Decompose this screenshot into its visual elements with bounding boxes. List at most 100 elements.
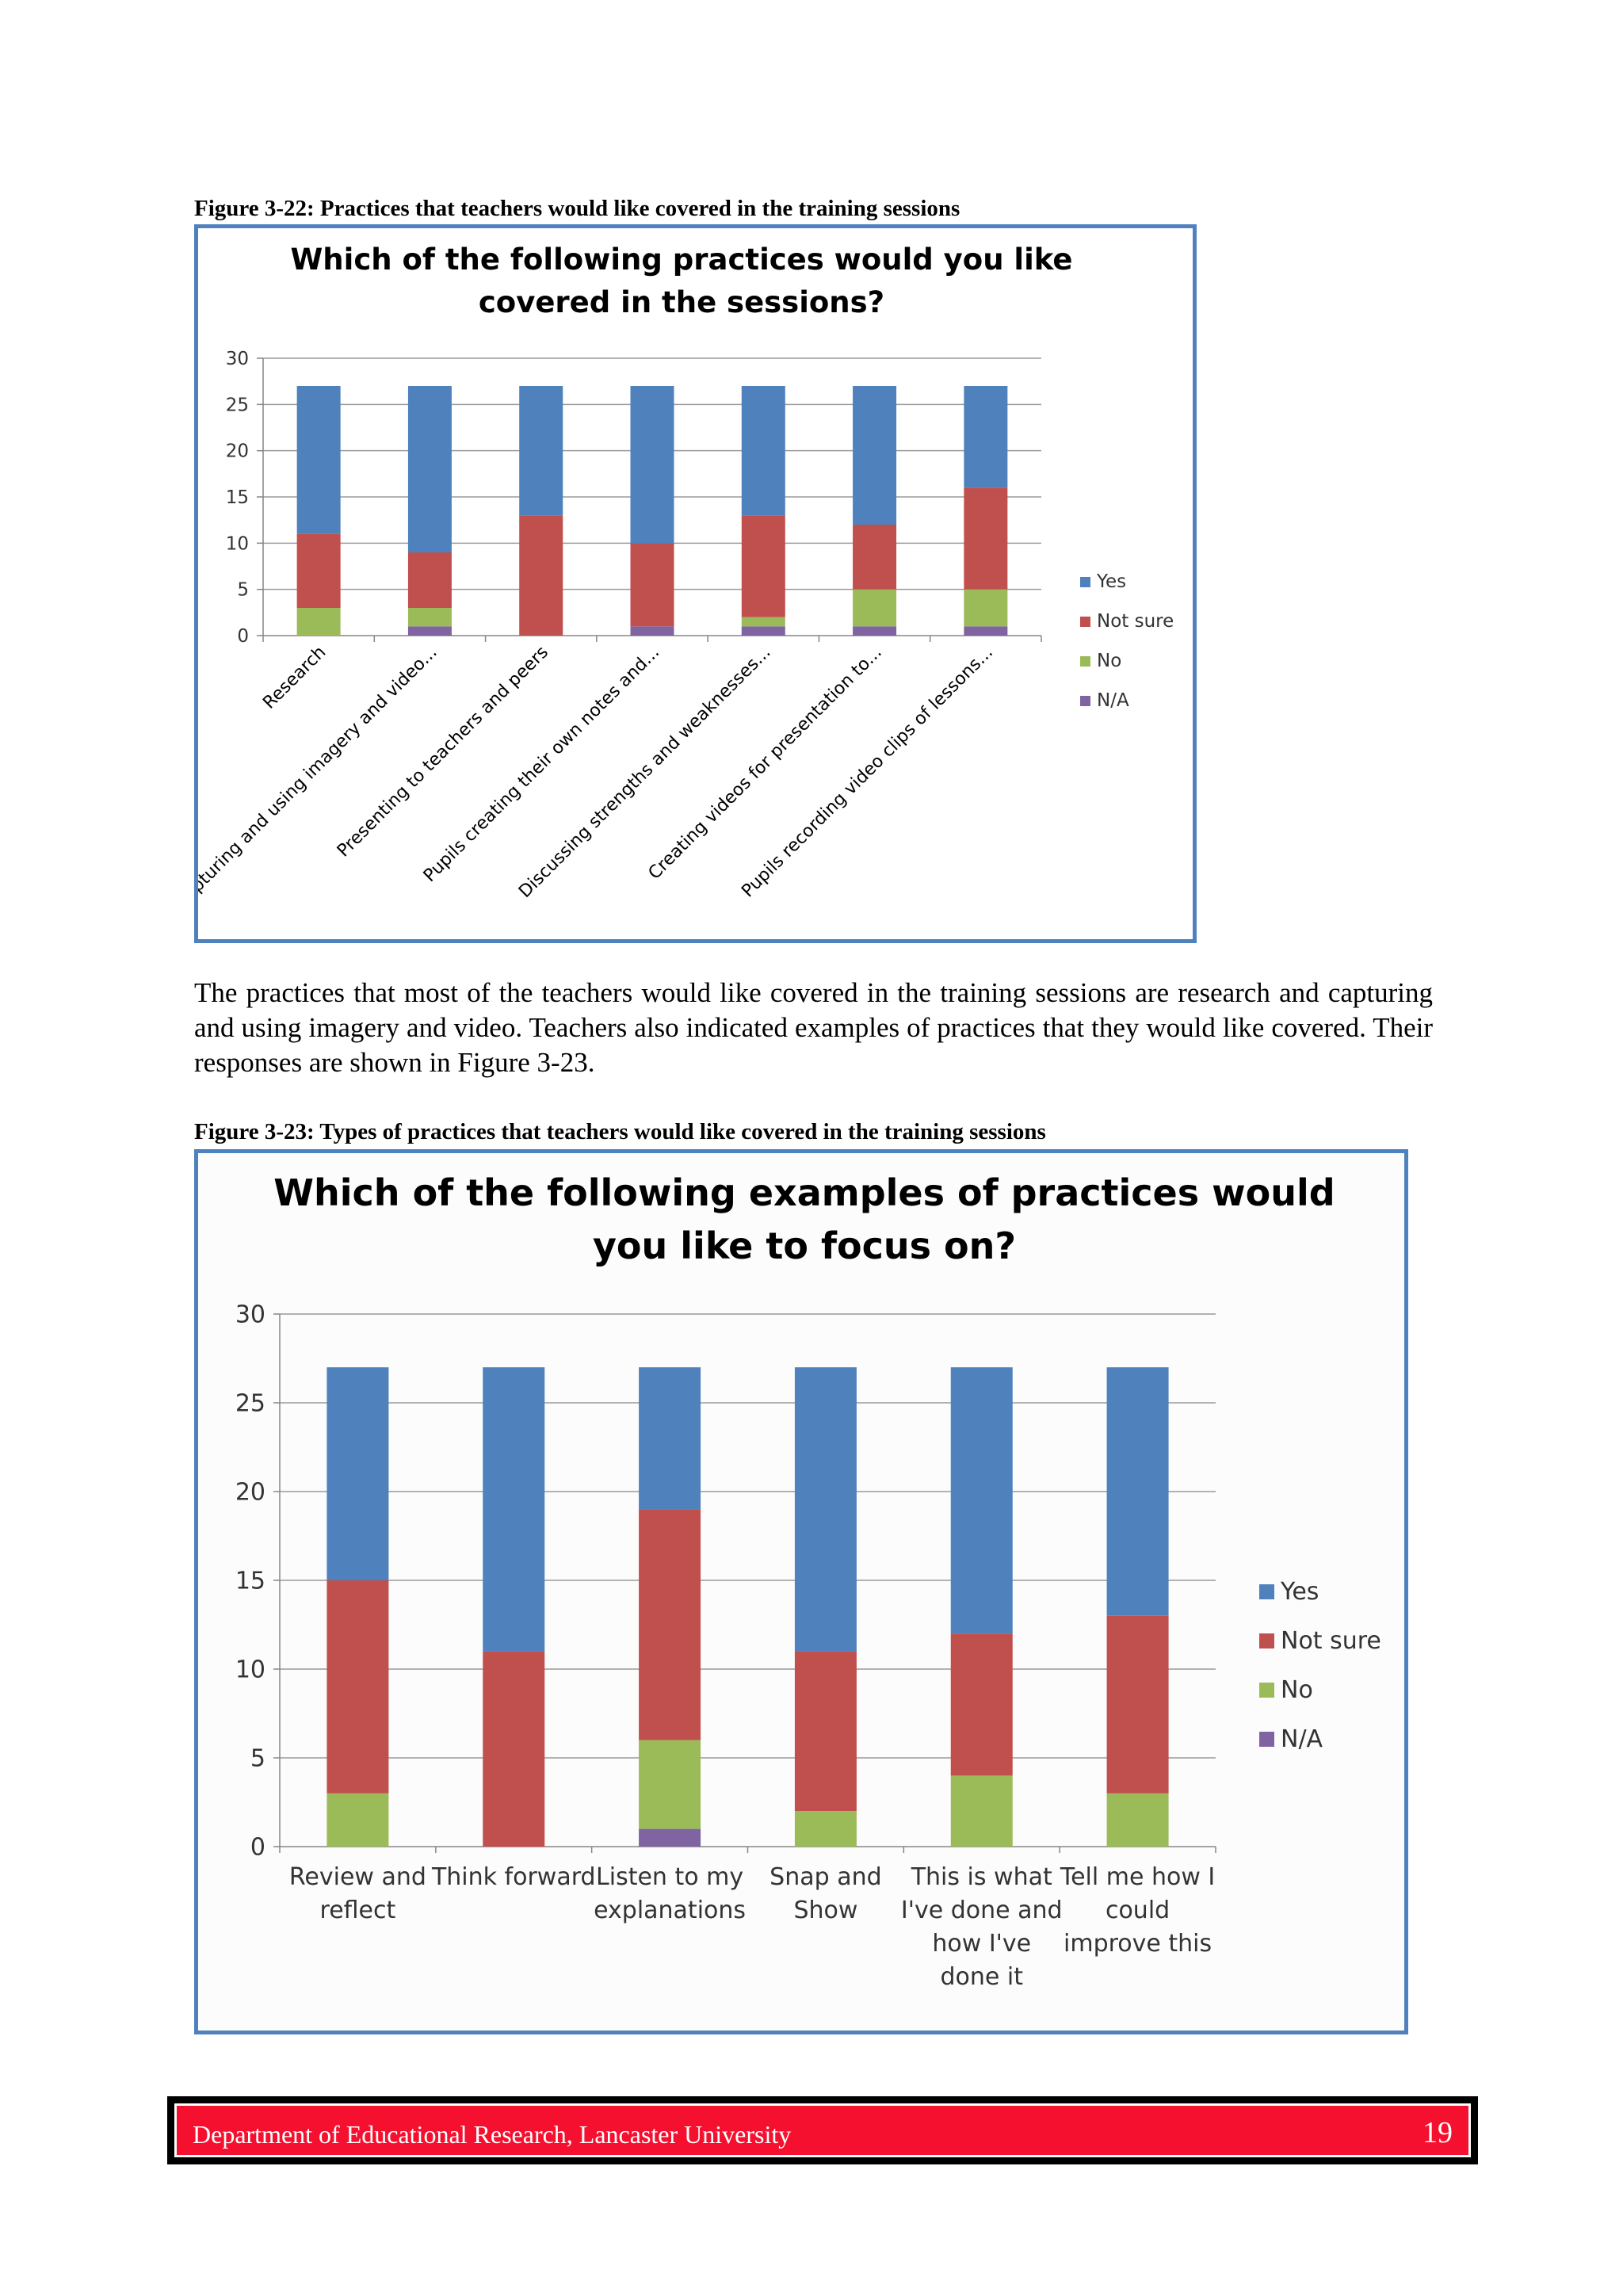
x-category-label: This is what [911, 1863, 1052, 1891]
bar-segment-yes [741, 386, 785, 516]
y-tick-label: 15 [235, 1568, 265, 1595]
bar-segment-yes [964, 386, 1008, 488]
bar-segment-yes [853, 386, 897, 525]
y-tick-label: 5 [237, 580, 249, 601]
legend-label: No [1097, 651, 1121, 671]
x-category-label: done it [940, 1963, 1023, 1991]
legend-swatch [1080, 617, 1090, 627]
x-category-label: Listen to my [596, 1863, 743, 1891]
bar-segment-yes [630, 386, 674, 544]
x-category-label: I've done and [901, 1897, 1063, 1924]
y-tick-label: 0 [237, 626, 249, 647]
chart-title-line: Which of the following practices would y… [290, 243, 1072, 277]
x-category-label: improve this [1064, 1930, 1212, 1958]
legend-swatch [1259, 1732, 1274, 1747]
bar-segment-yes [519, 386, 563, 516]
bar-segment-n-a [741, 626, 785, 636]
bar-segment-not-sure [519, 515, 563, 636]
bar-segment-yes [1106, 1367, 1169, 1616]
body-paragraph: The practices that most of the teachers … [194, 977, 1433, 1078]
legend-label: Yes [1280, 1578, 1319, 1606]
bar-segment-not-sure [1106, 1615, 1169, 1794]
bar-segment-not-sure [964, 487, 1008, 590]
x-category-label: Tell me how I [1060, 1863, 1215, 1891]
x-category-label: Presenting to teachers and peers [334, 643, 552, 861]
legend-label: N/A [1281, 1725, 1323, 1753]
chart-3-23: Which of the following examples of pract… [235, 1171, 1381, 1991]
bar-segment-n-a [407, 626, 452, 636]
y-tick-label: 5 [250, 1745, 265, 1773]
bar-segment-yes [296, 386, 341, 534]
bar-segment-not-sure [794, 1651, 857, 1812]
legend-swatch [1259, 1584, 1274, 1599]
legend-swatch [1080, 656, 1090, 667]
bar-segment-no [964, 589, 1008, 627]
x-category-label: explanations [594, 1897, 746, 1924]
x-category-label: Discussing strengths and weaknesses... [515, 643, 774, 902]
footer-band: Department of Educational Research, Lanc… [174, 2103, 1471, 2157]
x-category-label: Show [793, 1897, 857, 1924]
y-tick-label: 25 [235, 1390, 265, 1418]
bar-segment-not-sure [950, 1633, 1013, 1776]
bar-segment-not-sure [327, 1580, 389, 1794]
page-footer: Department of Educational Research, Lanc… [167, 2096, 1478, 2164]
bar-segment-no [1106, 1793, 1169, 1847]
y-tick-label: 30 [226, 349, 249, 369]
chart-3-22-frame: Which of the following practices would y… [194, 224, 1197, 943]
bar-segment-no [794, 1811, 857, 1847]
chart-title-line: covered in the sessions? [479, 285, 884, 319]
x-category-label: Creating videos for presentation to... [645, 643, 886, 884]
legend-swatch [1080, 696, 1090, 706]
page-number: 19 [1423, 2116, 1453, 2149]
bar-segment-yes [794, 1367, 857, 1652]
x-category-label: Research [259, 643, 330, 713]
bar-segment-yes [327, 1367, 389, 1580]
y-tick-label: 20 [235, 1479, 265, 1507]
bar-segment-not-sure [853, 525, 897, 590]
bar-segment-no [327, 1793, 389, 1847]
bar-segment-not-sure [407, 552, 452, 608]
legend-label: Not sure [1097, 611, 1174, 632]
y-tick-label: 30 [235, 1301, 265, 1329]
bar-segment-n-a [639, 1828, 701, 1847]
footer-department: Department of Educational Research, Lanc… [193, 2120, 792, 2149]
chart-3-22: Which of the following practices would y… [198, 243, 1174, 912]
bar-segment-not-sure [483, 1651, 545, 1847]
bar-segment-not-sure [639, 1509, 701, 1740]
chart-title-line: you like to focus on? [593, 1224, 1016, 1267]
bar-segment-n-a [853, 626, 897, 636]
bar-segment-no [639, 1740, 701, 1829]
chart-title-line: Which of the following examples of pract… [273, 1171, 1335, 1214]
legend-label: N/A [1097, 690, 1129, 711]
legend-swatch [1259, 1633, 1274, 1648]
legend-swatch [1259, 1683, 1274, 1698]
bar-segment-no [950, 1775, 1013, 1847]
bar-segment-no [296, 608, 341, 636]
chart-3-23-frame: Which of the following examples of pract… [194, 1149, 1408, 2034]
bar-segment-n-a [630, 626, 674, 636]
x-category-label: Think forward [431, 1863, 596, 1891]
bar-segment-no [853, 589, 897, 627]
bar-segment-n-a [964, 626, 1008, 636]
y-tick-label: 10 [235, 1656, 265, 1684]
x-category-label: how I've [932, 1930, 1031, 1958]
bar-segment-yes [407, 386, 452, 552]
bar-segment-yes [483, 1367, 545, 1652]
bar-segment-no [407, 608, 452, 627]
x-category-label: reflect [320, 1897, 396, 1924]
bar-segment-yes [950, 1367, 1013, 1634]
x-category-label: Snap and [769, 1863, 881, 1891]
x-category-label: Pupils recording video clips of lessons.… [738, 643, 997, 902]
bar-segment-not-sure [630, 543, 674, 627]
bar-segment-not-sure [296, 533, 341, 608]
x-category-label: Review and [289, 1863, 426, 1891]
x-category-label: Pupils creating their own notes and... [420, 643, 663, 886]
bar-segment-yes [639, 1367, 701, 1510]
y-tick-label: 10 [226, 533, 249, 554]
legend-label: No [1281, 1676, 1313, 1704]
legend-label: Not sure [1281, 1627, 1381, 1655]
y-tick-label: 15 [226, 487, 249, 508]
figure-caption-3-23: Figure 3-23: Types of practices that tea… [194, 1119, 1046, 1144]
legend-swatch [1080, 577, 1090, 587]
y-tick-label: 0 [250, 1834, 265, 1862]
